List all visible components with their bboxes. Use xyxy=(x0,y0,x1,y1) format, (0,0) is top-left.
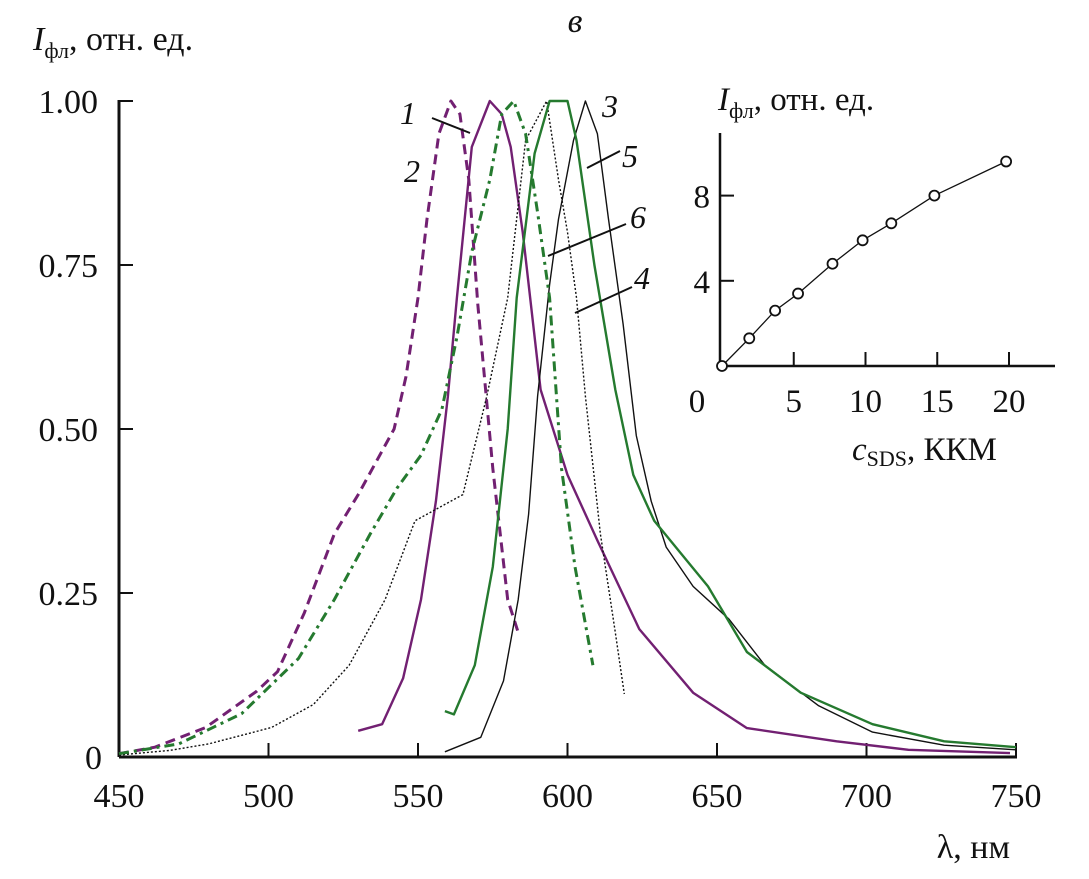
main-x-tick-label: 450 xyxy=(94,778,145,815)
main-y-tick-label: 0 xyxy=(85,740,102,777)
inset-x-tick-label: 0 xyxy=(689,384,706,420)
inset-data-point xyxy=(1000,155,1013,168)
main-ylabel-units: , отн. ед. xyxy=(69,21,193,58)
main-y-tick-label: 1.00 xyxy=(39,84,99,121)
main-ylabel-symbol: I xyxy=(32,21,46,58)
inset-x-tick-label: 20 xyxy=(993,384,1026,420)
main-x-tick-label: 550 xyxy=(393,778,444,815)
curve-labels: 1 2 3 4 5 6 xyxy=(400,88,650,314)
curve-label-2: 2 xyxy=(404,153,420,189)
spectrum-curve-2 xyxy=(118,99,520,756)
main-x-axis-label: λ, нм xyxy=(937,829,1010,866)
inset-xlabel-subscript: SDS xyxy=(867,446,907,471)
inset-data-point xyxy=(716,360,728,372)
curve-label-5: 5 xyxy=(622,138,638,174)
inset-ylabel-units: , отн. ед. xyxy=(754,82,874,118)
leader-line-6 xyxy=(547,223,627,257)
spectrum-curve-5 xyxy=(444,99,1017,749)
inset-xlabel-units: , ККМ xyxy=(907,432,997,468)
leader-line-4 xyxy=(574,286,633,314)
inset-ylabel-symbol: I xyxy=(717,82,731,118)
main-x-tick-label: 650 xyxy=(692,778,743,815)
panel-label: в xyxy=(568,3,583,40)
inset-x-tick-label: 5 xyxy=(786,384,803,420)
curve-label-6: 6 xyxy=(630,199,646,235)
main-series-group xyxy=(118,99,1017,756)
inset-chart: 0 5 10 15 20 4 8 xyxy=(689,133,1055,420)
inset-y-tick-label: 8 xyxy=(694,180,711,216)
curve-label-3: 3 xyxy=(601,88,618,124)
inset-data-point xyxy=(856,234,869,247)
inset-ylabel-subscript: фл xyxy=(729,98,754,123)
inset-data-point xyxy=(826,257,839,270)
inset-data-point xyxy=(885,217,898,230)
leader-line-5 xyxy=(586,150,621,169)
main-x-tick-label: 500 xyxy=(243,778,294,815)
inset-x-axis-label: cSDS, ККМ xyxy=(852,432,997,471)
spectrum-curve-6 xyxy=(118,99,595,756)
main-x-tick-label: 750 xyxy=(991,778,1042,815)
inset-line xyxy=(721,160,1007,367)
leader-line-1 xyxy=(431,117,471,134)
main-y-tick-label: 0.25 xyxy=(39,576,99,613)
inset-data-point xyxy=(928,189,941,202)
inset-data-point xyxy=(769,304,781,317)
spectrum-curve-1 xyxy=(357,99,1011,755)
inset-y-axis-label: Iфл, отн. ед. xyxy=(717,82,874,123)
curve-label-1: 1 xyxy=(400,95,416,131)
main-y-tick-label: 0.75 xyxy=(39,248,99,285)
curve-label-4: 4 xyxy=(634,260,650,296)
main-y-tick-label: 0.50 xyxy=(39,412,99,449)
inset-data-point xyxy=(792,287,804,300)
main-y-axis-label: Iфл, отн. ед. xyxy=(32,21,193,63)
inset-y-tick-label: 4 xyxy=(694,265,711,301)
main-x-tick-label: 700 xyxy=(841,778,892,815)
spectrum-curve-4 xyxy=(118,100,625,756)
inset-x-tick-label: 15 xyxy=(921,384,954,420)
main-x-tick-label: 600 xyxy=(542,778,593,815)
main-ylabel-subscript: фл xyxy=(44,38,69,63)
inset-xlabel-symbol: c xyxy=(852,432,867,468)
inset-x-tick-label: 10 xyxy=(849,384,882,420)
inset-data-point xyxy=(743,332,756,345)
